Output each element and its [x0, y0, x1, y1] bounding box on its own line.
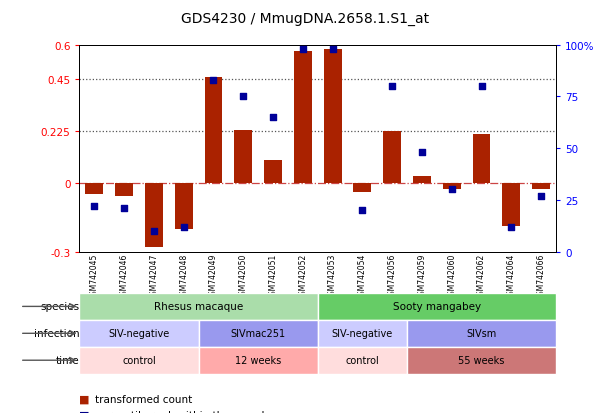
- Bar: [324, 50, 342, 183]
- Text: ■: ■: [79, 410, 93, 413]
- Bar: [205, 78, 222, 183]
- Point: [387, 83, 397, 90]
- Bar: [235, 131, 252, 183]
- Bar: [175, 183, 192, 229]
- Bar: [443, 183, 461, 190]
- Bar: [413, 176, 431, 183]
- Point: [238, 94, 248, 100]
- Point: [179, 224, 189, 230]
- Text: time: time: [56, 355, 79, 366]
- Bar: [407, 347, 556, 374]
- Bar: [79, 347, 199, 374]
- Text: SIV-negative: SIV-negative: [108, 328, 170, 339]
- Point: [119, 205, 129, 212]
- Text: 12 weeks: 12 weeks: [235, 355, 281, 366]
- Point: [89, 203, 99, 210]
- Bar: [199, 320, 318, 347]
- Bar: [264, 160, 282, 183]
- Bar: [79, 320, 199, 347]
- Text: 55 weeks: 55 weeks: [458, 355, 505, 366]
- Text: ■: ■: [79, 394, 93, 404]
- Text: GDS4230 / MmugDNA.2658.1.S1_at: GDS4230 / MmugDNA.2658.1.S1_at: [181, 12, 430, 26]
- Bar: [532, 183, 550, 190]
- Point: [417, 150, 427, 156]
- Text: Rhesus macaque: Rhesus macaque: [154, 301, 243, 312]
- Bar: [318, 347, 407, 374]
- Bar: [318, 320, 407, 347]
- Bar: [473, 135, 491, 183]
- Bar: [294, 52, 312, 183]
- Point: [447, 187, 456, 193]
- Point: [357, 207, 367, 214]
- Bar: [145, 183, 163, 247]
- Text: SIV-negative: SIV-negative: [332, 328, 393, 339]
- Text: control: control: [122, 355, 156, 366]
- Text: species: species: [40, 301, 79, 312]
- Text: infection: infection: [34, 328, 79, 339]
- Bar: [115, 183, 133, 197]
- Text: SIVmac251: SIVmac251: [230, 328, 286, 339]
- Bar: [199, 347, 318, 374]
- Bar: [318, 293, 556, 320]
- Point: [298, 46, 308, 53]
- Bar: [407, 320, 556, 347]
- Point: [149, 228, 159, 235]
- Point: [536, 193, 546, 199]
- Bar: [353, 183, 371, 192]
- Text: Sooty mangabey: Sooty mangabey: [393, 301, 481, 312]
- Point: [208, 77, 218, 84]
- Bar: [383, 131, 401, 183]
- Text: SIVsm: SIVsm: [466, 328, 497, 339]
- Bar: [86, 183, 103, 195]
- Point: [268, 114, 278, 121]
- Text: control: control: [346, 355, 379, 366]
- Text: transformed count: transformed count: [95, 394, 192, 404]
- Point: [477, 83, 486, 90]
- Point: [327, 46, 337, 53]
- Text: percentile rank within the sample: percentile rank within the sample: [95, 410, 271, 413]
- Bar: [502, 183, 520, 227]
- Bar: [79, 293, 318, 320]
- Point: [507, 224, 516, 230]
